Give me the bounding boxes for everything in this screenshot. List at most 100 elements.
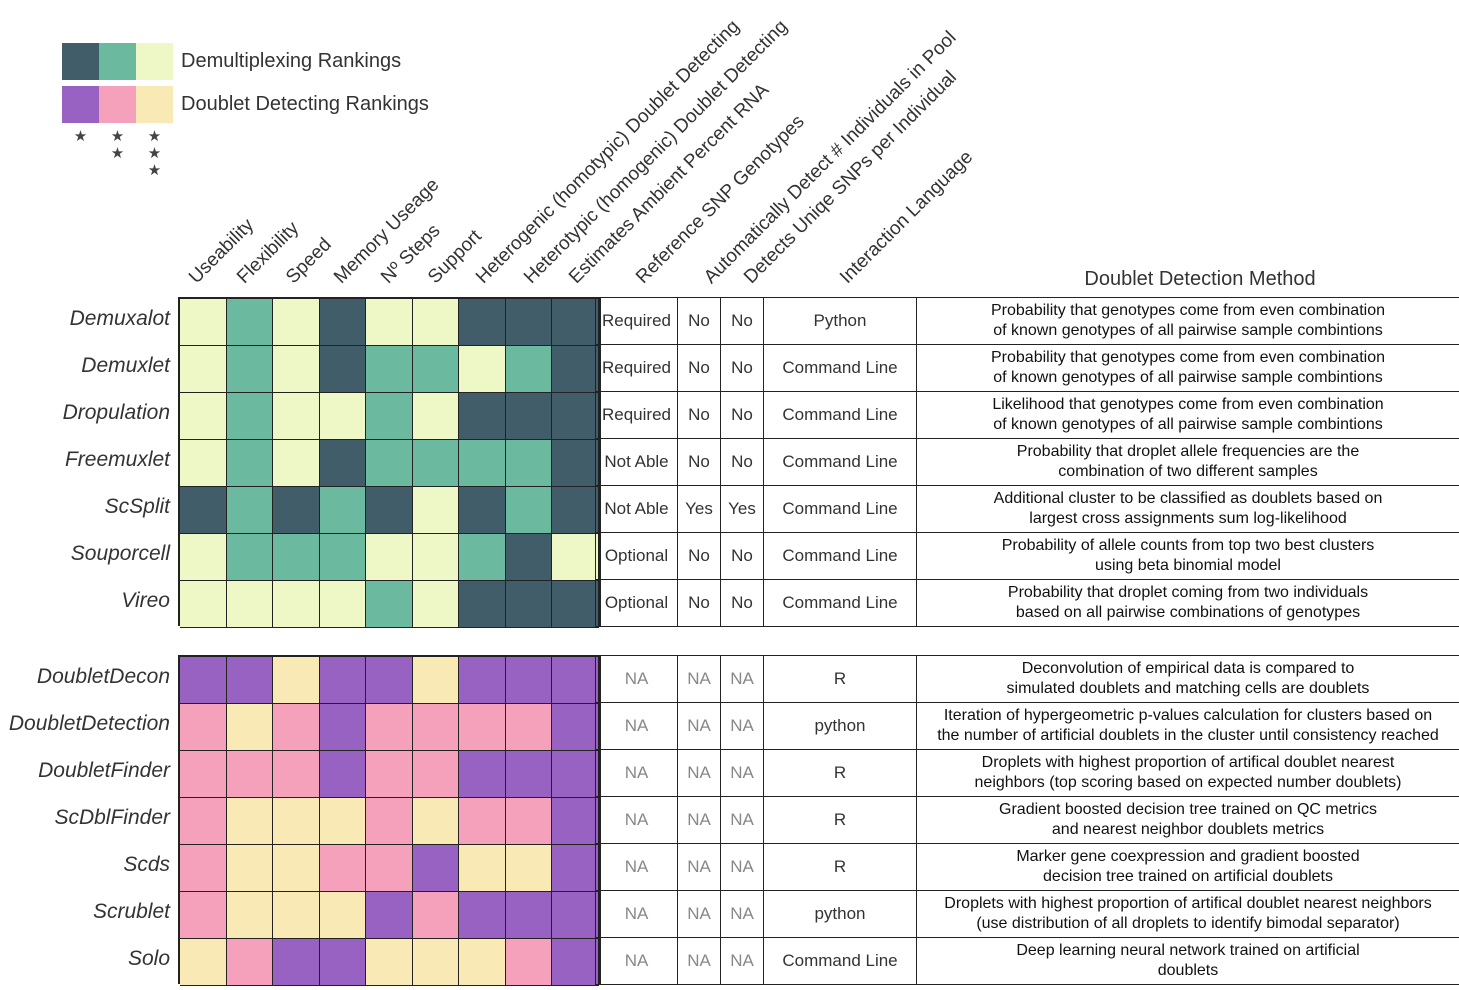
ranking-cell [366, 299, 413, 346]
ranking-cell [366, 487, 413, 534]
ranking-cell [319, 346, 366, 393]
ranking-cell [505, 487, 552, 534]
method-name: Demuxalot [69, 307, 170, 330]
ranking-cell [552, 534, 599, 581]
legend-swatch [136, 43, 173, 80]
demultiplexing-ranking-grid [178, 297, 601, 628]
unique-snp-cell: No [720, 438, 764, 486]
table-row: NA NA NA R Marker gene coexpression and grad… [595, 843, 1459, 891]
ranking-cell [552, 393, 599, 440]
ranking-cell [273, 346, 320, 393]
reference-snp-cell: NA [595, 749, 678, 797]
auto-detect-cell: Yes [677, 485, 721, 533]
ranking-cell [273, 440, 320, 487]
ranking-cell [366, 892, 413, 939]
reference-snp-cell: Optional [595, 532, 678, 580]
ranking-cell [552, 845, 599, 892]
method-description-cell: Probability that genotypes come from eve… [916, 297, 1459, 345]
ranking-cell [505, 704, 552, 751]
ranking-cell [505, 892, 552, 939]
ranking-cell [226, 534, 273, 581]
ranking-cell [412, 798, 459, 845]
ranking-cell [505, 751, 552, 798]
ranking-cell [552, 704, 599, 751]
ranking-cell [412, 440, 459, 487]
ranking-cell [226, 845, 273, 892]
ranking-cell [180, 657, 227, 704]
ranking-cell [412, 704, 459, 751]
auto-detect-cell: NA [677, 890, 721, 938]
ranking-cell [319, 751, 366, 798]
method-description-cell: Marker gene coexpression and gradient bo… [916, 843, 1459, 891]
ranking-cell [226, 487, 273, 534]
ranking-cell [319, 299, 366, 346]
ranking-cell [273, 939, 320, 986]
legend-label: Doublet Detecting Rankings [181, 93, 429, 115]
ranking-cell [412, 346, 459, 393]
ranking-cell [226, 581, 273, 628]
ranking-cell [505, 657, 552, 704]
ranking-cell [552, 657, 599, 704]
ranking-cell [505, 939, 552, 986]
interaction-language-cell: Command Line [763, 438, 917, 486]
ranking-cell [366, 751, 413, 798]
legend-swatch [62, 43, 99, 80]
ranking-cell [552, 892, 599, 939]
method-name: Dropulation [62, 401, 170, 424]
table-row: Required No No Command Line Likelihood that … [595, 391, 1459, 439]
method-name: Freemuxlet [64, 448, 170, 471]
table-row: NA NA NA Command Line Deep learning neural n… [595, 937, 1459, 985]
ranking-cell [505, 845, 552, 892]
ranking-cell [505, 798, 552, 845]
unique-snp-cell: No [720, 297, 764, 345]
auto-detect-cell: NA [677, 702, 721, 750]
table-row: NA NA NA R Deconvolution of empirical data i… [595, 655, 1459, 703]
method-description-cell: Droplets with highest proportion of arti… [916, 749, 1459, 797]
ranking-cell [180, 346, 227, 393]
method-name: DoubletFinder [38, 759, 170, 782]
ranking-cell [319, 798, 366, 845]
ranking-cell [226, 657, 273, 704]
ranking-cell [552, 798, 599, 845]
ranking-cell [412, 487, 459, 534]
auto-detect-cell: No [677, 344, 721, 392]
ranking-cell [459, 892, 506, 939]
ranking-cell [552, 346, 599, 393]
ranking-cell [319, 440, 366, 487]
interaction-language-cell: Command Line [763, 485, 917, 533]
ranking-cell [366, 346, 413, 393]
table-row: Required No No Command Line Probability that… [595, 344, 1459, 392]
unique-snp-cell: Yes [720, 485, 764, 533]
unique-snp-cell: NA [720, 655, 764, 703]
reference-snp-cell: NA [595, 796, 678, 844]
auto-detect-cell: NA [677, 843, 721, 891]
legend-demultiplexing: Demultiplexing Rankings [62, 43, 401, 80]
method-name: Scds [123, 853, 170, 876]
star-icon: ★ ★ [110, 128, 125, 162]
reference-snp-cell: NA [595, 702, 678, 750]
method-name: ScSplit [104, 495, 170, 518]
ranking-cell [226, 299, 273, 346]
ranking-cell [366, 798, 413, 845]
star-icon: ★ ★ ★ [147, 128, 162, 179]
ranking-cell [552, 581, 599, 628]
ranking-cell [319, 487, 366, 534]
unique-snp-cell: NA [720, 749, 764, 797]
ranking-cell [505, 299, 552, 346]
method-name: DoubletDetection [8, 712, 170, 735]
ranking-cell [180, 751, 227, 798]
auto-detect-cell: NA [677, 796, 721, 844]
ranking-cell [552, 487, 599, 534]
ranking-cell [366, 440, 413, 487]
ranking-cell [366, 581, 413, 628]
ranking-cell [319, 939, 366, 986]
ranking-cell [273, 299, 320, 346]
ranking-cell [319, 534, 366, 581]
ranking-cell [366, 704, 413, 751]
ranking-cell [552, 939, 599, 986]
demultiplexing-info-table: Required No No Python Probability that genot… [595, 297, 1459, 627]
ranking-cell [459, 581, 506, 628]
method-name: Scrublet [92, 900, 170, 923]
auto-detect-cell: NA [677, 749, 721, 797]
method-description-cell: Additional cluster to be classified as d… [916, 485, 1459, 533]
